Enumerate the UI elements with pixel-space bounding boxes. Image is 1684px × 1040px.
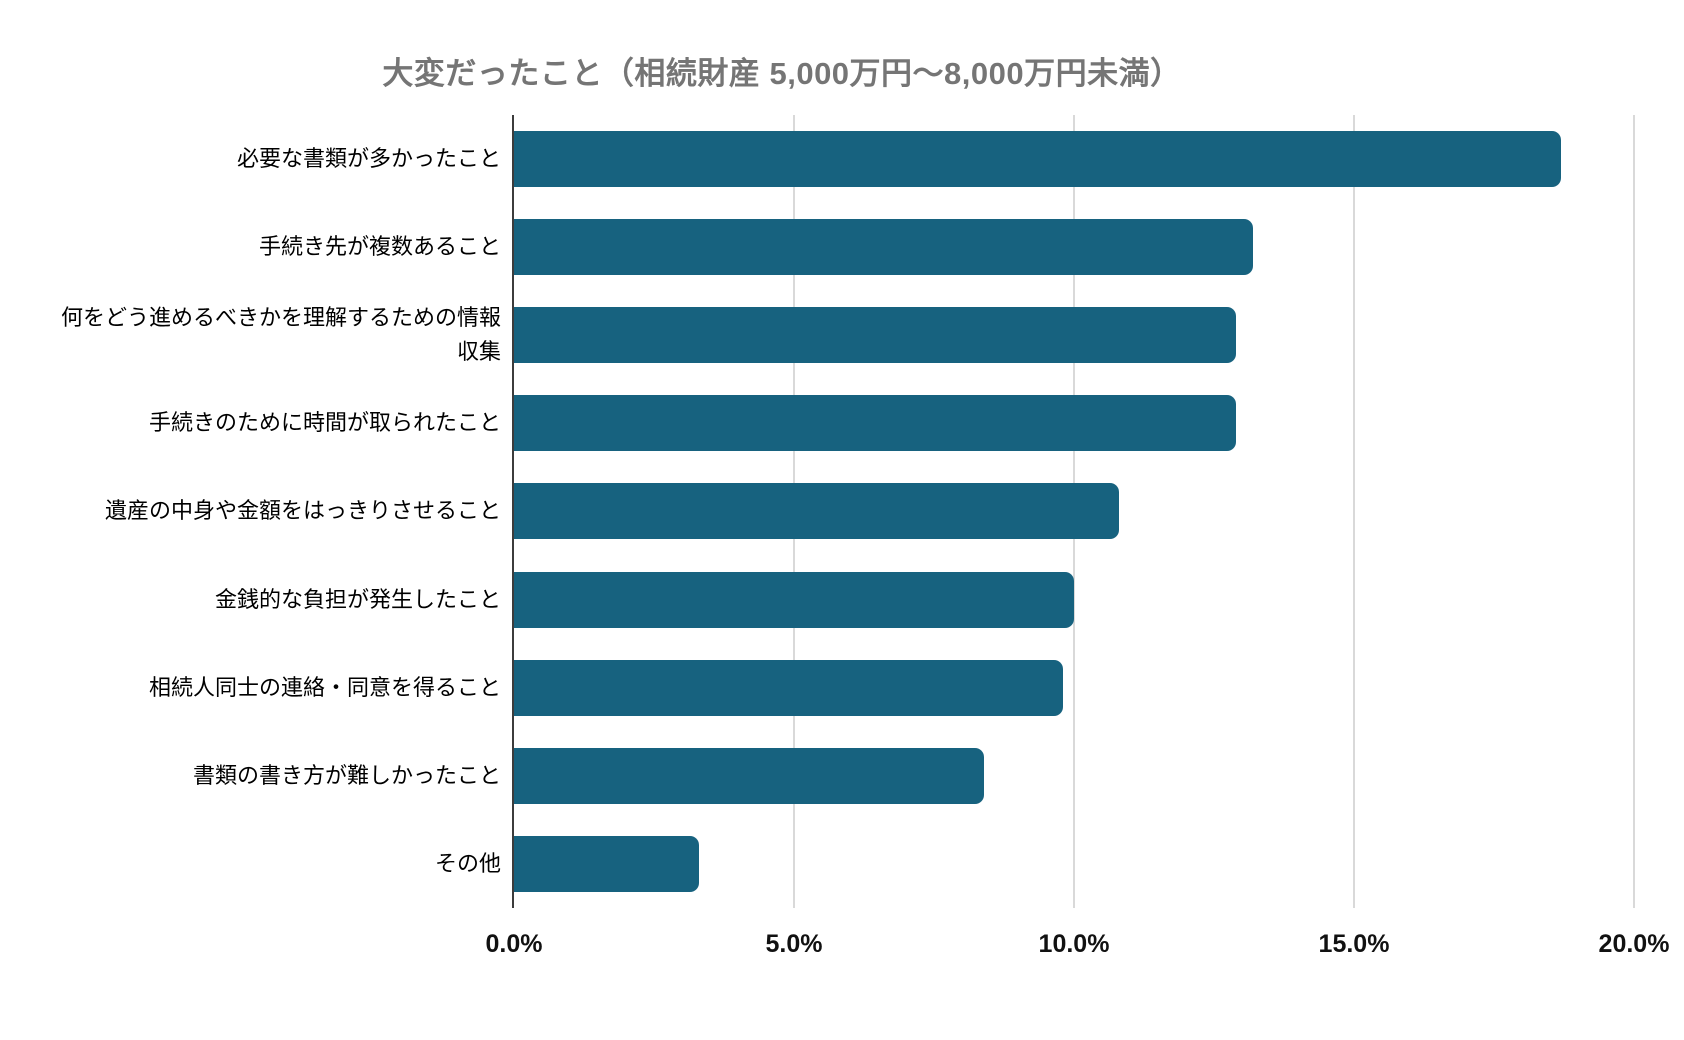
bar bbox=[514, 747, 985, 804]
bar-track bbox=[514, 483, 1634, 540]
bar bbox=[514, 307, 1237, 364]
bar-track bbox=[514, 659, 1634, 716]
x-axis-tick-label: 5.0% bbox=[765, 930, 823, 958]
bar bbox=[514, 571, 1074, 628]
bar-row: その他 bbox=[50, 820, 1634, 908]
category-label: 手続きのために時間が取られたこと bbox=[148, 410, 501, 436]
bar bbox=[514, 835, 699, 892]
bar-track bbox=[514, 131, 1634, 188]
bar-track bbox=[514, 307, 1634, 364]
bar-track bbox=[514, 571, 1634, 628]
category-label: 書類の書き方が難しかったこと bbox=[192, 762, 501, 788]
bar-track bbox=[514, 395, 1634, 452]
bar-row: 遺産の中身や金額をはっきりさせること bbox=[50, 467, 1634, 555]
x-axis-tick-label: 15.0% bbox=[1318, 930, 1390, 958]
bar-track bbox=[514, 747, 1634, 804]
bar bbox=[514, 219, 1254, 276]
bar bbox=[514, 131, 1562, 188]
x-axis-tick-label: 0.0% bbox=[485, 930, 543, 958]
bar-row: 書類の書き方が難しかったこと bbox=[50, 732, 1634, 820]
category-label: 何をどう進めるべきかを理解するための情報収集 bbox=[60, 305, 501, 365]
bar-row: 金銭的な負担が発生したこと bbox=[50, 556, 1634, 644]
bar-track bbox=[514, 219, 1634, 276]
chart-title: 大変だったこと（相続財産 5,000万円～8,000万円未満） bbox=[382, 56, 1182, 91]
x-axis: 0.0% 5.0% 10.0% 15.0% 20.0% bbox=[486, 930, 1670, 970]
bar-rows: 必要な書類が多かったこと手続き先が複数あること何をどう進めるべきかを理解するため… bbox=[50, 115, 1634, 908]
category-label: 遺産の中身や金額をはっきりさせること bbox=[104, 498, 501, 524]
category-label: 金銭的な負担が発生したこと bbox=[214, 586, 501, 612]
bar bbox=[514, 395, 1237, 452]
x-axis-tick-label: 10.0% bbox=[1038, 930, 1110, 958]
x-axis-tick-label: 20.0% bbox=[1598, 930, 1670, 958]
bar bbox=[514, 483, 1119, 540]
bar-row: 手続きのために時間が取られたこと bbox=[50, 379, 1634, 467]
bar-row: 手続き先が複数あること bbox=[50, 203, 1634, 291]
bar-row: 必要な書類が多かったこと bbox=[50, 115, 1634, 203]
category-label: 手続き先が複数あること bbox=[258, 234, 501, 260]
bar-row: 何をどう進めるべきかを理解するための情報収集 bbox=[50, 291, 1634, 379]
bar-row: 相続人同士の連絡・同意を得ること bbox=[50, 644, 1634, 732]
category-label: その他 bbox=[434, 850, 501, 876]
bar-track bbox=[514, 835, 1634, 892]
category-label: 相続人同士の連絡・同意を得ること bbox=[148, 674, 501, 700]
category-label: 必要な書類が多かったこと bbox=[236, 146, 501, 172]
bar bbox=[514, 659, 1063, 716]
